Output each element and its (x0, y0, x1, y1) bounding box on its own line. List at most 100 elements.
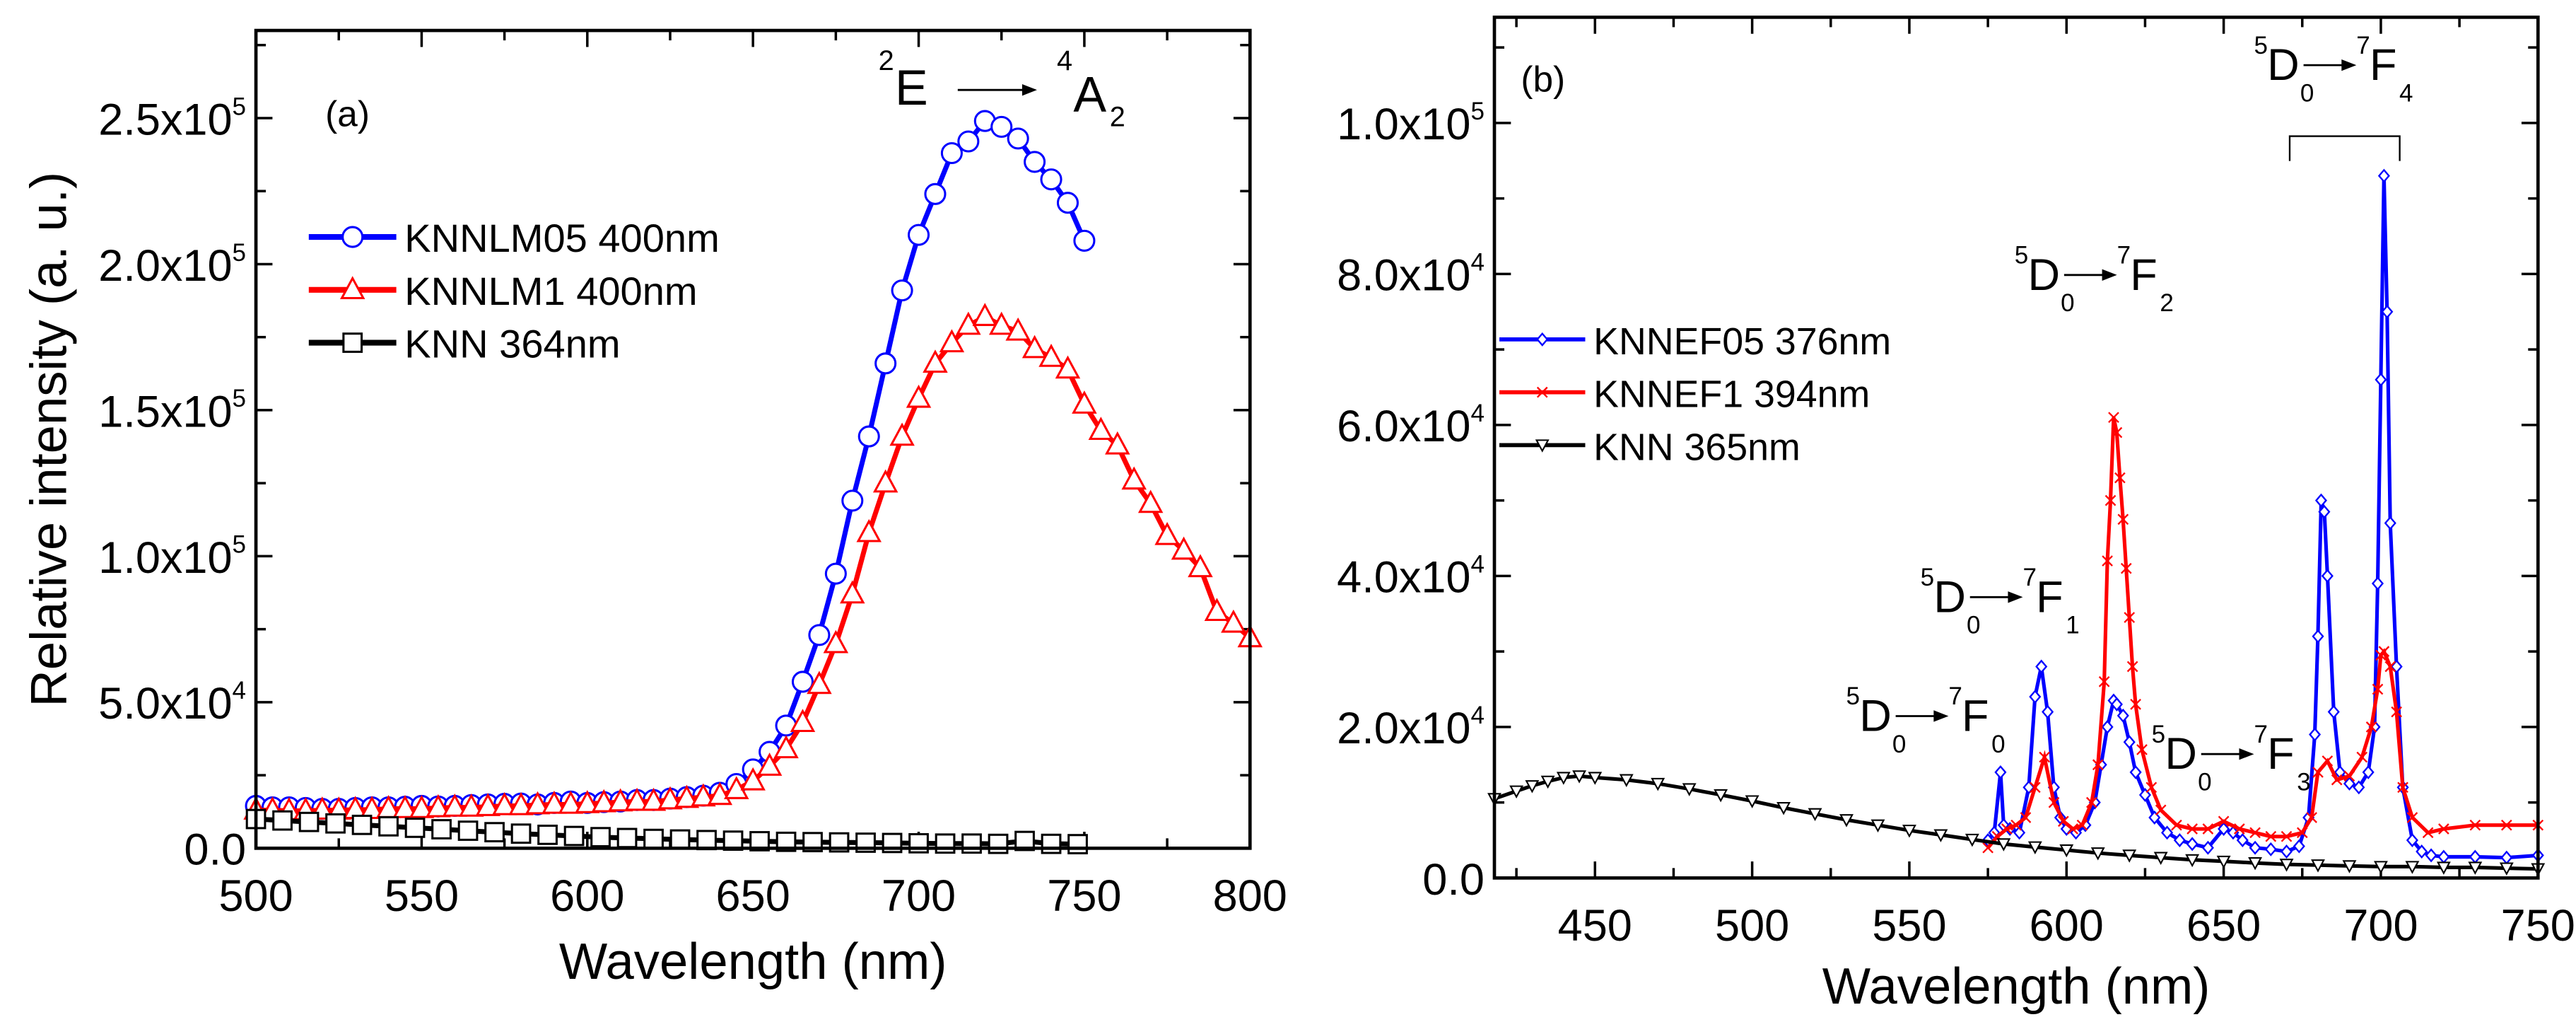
data-point (2148, 811, 2161, 825)
x-tick-label: 750 (2501, 901, 2575, 951)
y-tick-exponent: 5 (233, 239, 246, 267)
data-point (988, 311, 1014, 335)
data-point (484, 822, 505, 843)
data-point (426, 794, 451, 818)
data-point (2059, 844, 2074, 858)
data-point (1021, 335, 1048, 359)
data-point (775, 714, 797, 737)
data-point (749, 831, 770, 852)
data-point (990, 115, 1013, 138)
legend-item: KNNEF05 376nm (1499, 320, 1891, 363)
data-point (2102, 555, 2113, 567)
data-point (2390, 659, 2403, 674)
data-point (2120, 562, 2132, 574)
data-point (2155, 804, 2167, 816)
data-point (2397, 782, 2408, 794)
arrow-head-icon (2239, 748, 2254, 760)
data-point (1038, 344, 1064, 367)
legend-marker (342, 332, 363, 353)
data-point (2186, 837, 2199, 852)
series-line (256, 313, 1252, 814)
data-point (2236, 833, 2249, 847)
data-point (2343, 770, 2355, 782)
x-tick-label: 600 (550, 871, 624, 921)
data-point (2362, 765, 2375, 779)
data-point (643, 828, 664, 849)
data-point (2104, 494, 2117, 506)
y-tick-label: 4.0x104 (1337, 551, 1485, 603)
data-point (2117, 513, 2129, 525)
annotation-sup: 7 (2356, 32, 2370, 59)
data-point (1121, 466, 1147, 490)
data-point (1902, 825, 1916, 838)
data-point (2306, 812, 2317, 823)
data-point (1509, 785, 1524, 799)
panel-label: (a) (325, 93, 370, 134)
data-point (2090, 847, 2105, 861)
annotation-term: E (895, 60, 928, 115)
data-point (857, 425, 880, 448)
data-point (1870, 819, 1885, 833)
data-point (2110, 697, 2123, 711)
data-point (616, 827, 638, 849)
annotation-sup: 5 (2254, 32, 2268, 59)
legend-label: KNNEF1 394nm (1593, 373, 1870, 416)
data-point (558, 790, 584, 814)
data-point (1682, 783, 1697, 796)
arrow-head-icon (2102, 269, 2117, 281)
series-knn-365nm (1487, 770, 2546, 876)
data-point (1714, 789, 1728, 803)
plot-frame (254, 28, 1252, 850)
data-point (2098, 675, 2110, 687)
y-tick-label: 1.5x105 (98, 385, 246, 436)
y-tick-mantissa: 1.0x10 (1337, 100, 1470, 149)
data-point (491, 791, 517, 815)
data-point (2035, 659, 2048, 674)
data-point (1651, 777, 1665, 791)
data-point (1072, 390, 1097, 414)
data-point (2309, 727, 2322, 742)
y-axis-title: Relative intensity (a. u.) (20, 172, 77, 707)
legend-label: KNNLM05 400nm (404, 216, 719, 260)
y-tick-mantissa: 6.0x10 (1337, 402, 1470, 451)
data-point (874, 352, 897, 375)
data-point (791, 670, 814, 693)
data-point (2296, 827, 2308, 839)
data-point (923, 349, 948, 373)
data-point (2086, 796, 2097, 808)
y-tick-mantissa: 1.0x10 (98, 533, 232, 583)
data-point (537, 824, 558, 845)
data-point (2249, 840, 2261, 855)
data-point (392, 795, 418, 818)
data-point (935, 833, 956, 854)
data-point (2111, 426, 2123, 438)
x-tick-label: 750 (1047, 871, 1121, 921)
data-point (2371, 576, 2384, 591)
annotation-sub: 0 (1991, 731, 2005, 758)
data-point (2353, 780, 2365, 795)
data-point (1154, 521, 1180, 545)
data-point (2378, 646, 2390, 657)
data-point (2218, 815, 2230, 827)
data-point (475, 793, 500, 816)
data-point (2185, 854, 2200, 868)
y-tick-exponent: 4 (1470, 551, 1484, 579)
data-point (351, 814, 373, 835)
data-point (1996, 838, 2011, 852)
data-point (2117, 708, 2129, 723)
annotation-5d0-7f3: 5 D0 7 F3 (2152, 721, 2311, 796)
data-point (2500, 819, 2512, 831)
data-point (510, 823, 532, 844)
series-line (1494, 774, 2539, 871)
annotation-term: D (1933, 572, 1966, 622)
data-point (1171, 536, 1197, 560)
series-line (1986, 175, 2539, 860)
y-tick-label: 0.0 (184, 825, 246, 875)
data-point (957, 130, 980, 153)
data-point (457, 820, 479, 841)
annotation-term: D (2165, 729, 2197, 779)
data-point (525, 791, 551, 815)
data-point (1055, 355, 1081, 379)
series-knnlm1-400nm (243, 303, 1263, 820)
